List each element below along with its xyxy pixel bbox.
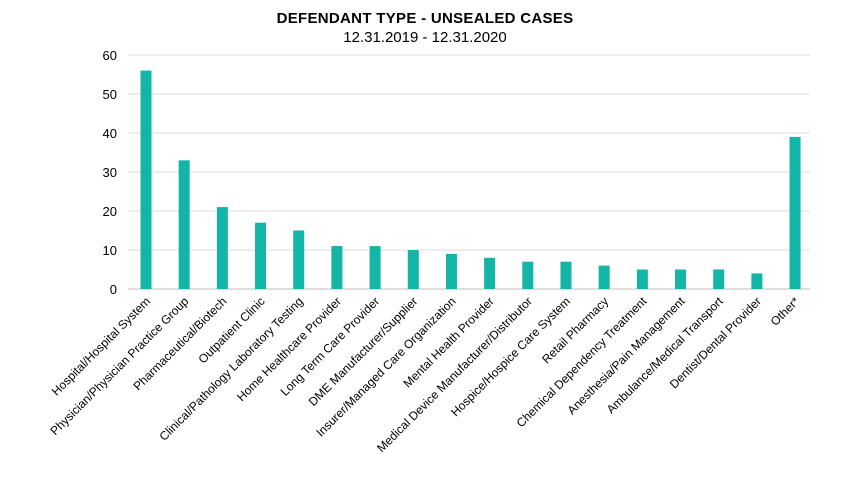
bar [407, 250, 419, 289]
chart-subtitle: 12.31.2019 - 12.31.2020 [343, 29, 507, 46]
bar [293, 230, 305, 289]
bar [140, 70, 152, 289]
bar [216, 207, 228, 289]
y-tick-label: 0 [110, 282, 117, 297]
bar [713, 269, 725, 289]
bar [331, 246, 343, 289]
bar [751, 273, 763, 289]
bar [789, 136, 801, 289]
bar [522, 261, 534, 289]
y-tick-label: 10 [103, 243, 117, 258]
bar [675, 269, 687, 289]
y-tick-label: 40 [103, 126, 117, 141]
y-tick-label: 20 [103, 204, 117, 219]
y-tick-label: 60 [103, 48, 117, 63]
y-tick-label: 50 [103, 87, 117, 102]
x-axis-category-labels: Hospital/Hospital SystemPhysician/Physic… [47, 294, 802, 455]
bars [140, 70, 801, 289]
x-category-label: Physician/Physician Practice Group [47, 294, 191, 438]
bar [560, 261, 572, 289]
x-category-label: Clinical/Pathology Laboratory Testing [156, 294, 305, 443]
bar [255, 222, 267, 289]
chart-title: DEFENDANT TYPE - UNSEALED CASES [276, 10, 574, 27]
x-category-label: Insurer/Managed Care Organization [313, 294, 458, 439]
bar [445, 253, 457, 289]
y-axis-tick-labels: 0 10 20 30 40 50 60 [103, 48, 117, 297]
gridlines [128, 54, 810, 290]
x-category-label: Other* [768, 294, 803, 329]
y-tick-label: 30 [103, 165, 117, 180]
bar [636, 269, 648, 289]
bar [598, 265, 610, 289]
x-category-label: Retail Pharmacy [539, 294, 611, 366]
x-category-label: Outpatient Clinic [196, 294, 268, 366]
bar [178, 160, 190, 289]
chart-header: DEFENDANT TYPE - UNSEALED CASES 12.31.20… [0, 9, 850, 47]
bar [369, 246, 381, 289]
bar [484, 257, 496, 289]
